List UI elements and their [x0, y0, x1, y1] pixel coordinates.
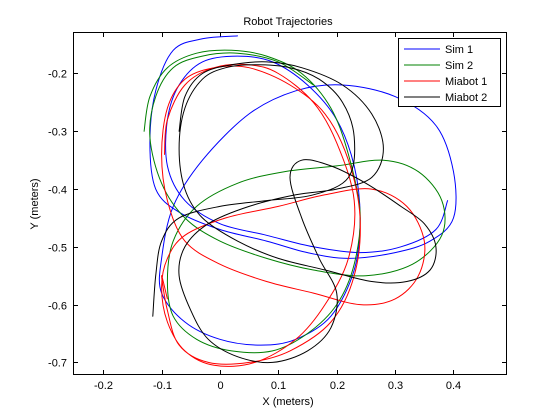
series-layer — [143, 35, 457, 367]
y-tick-label: -0.4 — [48, 185, 67, 197]
y-tick-label: -0.7 — [48, 358, 67, 370]
x-axis-ticks: -0.2 -0.1 0 0.1 0.2 0.3 0.4 — [94, 33, 461, 392]
legend-label-miabot-2: Miabot 2 — [445, 92, 487, 104]
legend-label-miabot-1: Miabot 1 — [445, 76, 487, 88]
series-line-miabot-2 — [152, 61, 437, 364]
x-tick-label: 0.4 — [446, 380, 461, 392]
x-tick-label: -0.2 — [94, 380, 113, 392]
x-tick-label: 0.3 — [388, 380, 403, 392]
plot-area-frame — [73, 32, 507, 375]
x-tick-label: 0 — [217, 380, 223, 392]
legend-box — [398, 38, 501, 107]
series-line-sim-2 — [143, 49, 446, 354]
x-tick-label: 0.1 — [271, 380, 286, 392]
y-tick-label: -0.5 — [48, 243, 67, 255]
legend: Sim 1 Sim 2 Miabot 1 Miabot 2 — [398, 38, 501, 107]
y-tick-label: -0.6 — [48, 301, 67, 313]
chart-title: Robot Trajectories — [243, 16, 333, 28]
y-axis-label: Y (meters) — [29, 178, 41, 229]
series-line-miabot-1 — [161, 63, 426, 367]
x-axis-label: X (meters) — [262, 396, 313, 408]
legend-label-sim-1: Sim 1 — [445, 44, 473, 56]
y-tick-label: -0.3 — [48, 127, 67, 139]
y-axis-ticks: -0.2 -0.3 -0.4 -0.5 -0.6 -0.7 — [48, 69, 506, 370]
legend-entries: Sim 1 Sim 2 Miabot 1 Miabot 2 — [404, 44, 487, 104]
x-tick-label: 0.2 — [330, 380, 345, 392]
x-tick-label: -0.1 — [153, 380, 172, 392]
y-tick-label: -0.2 — [48, 69, 67, 81]
legend-label-sim-2: Sim 2 — [445, 60, 473, 72]
